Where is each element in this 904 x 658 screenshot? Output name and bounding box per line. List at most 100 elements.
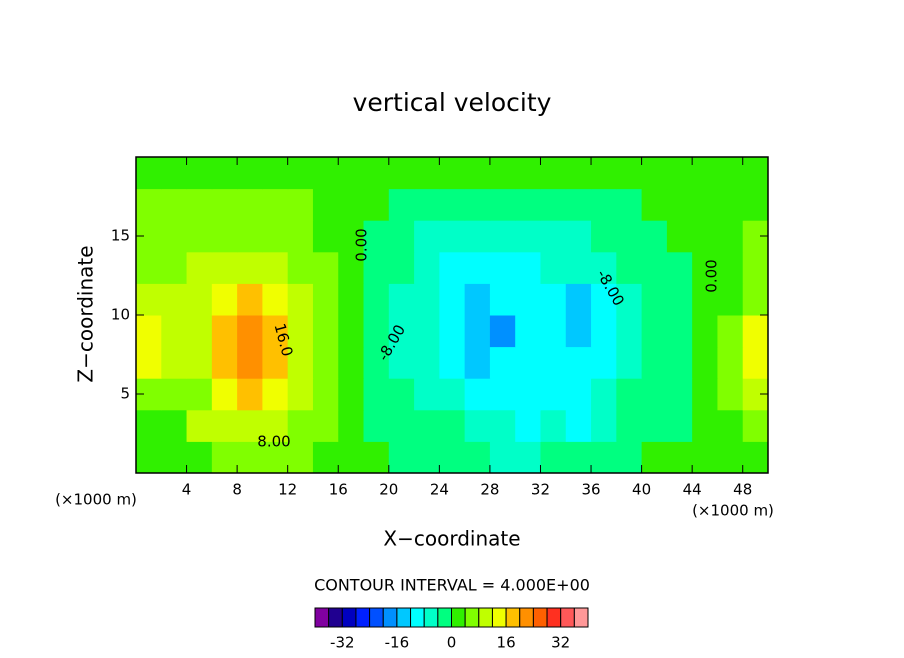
contour-cell bbox=[591, 441, 617, 474]
contour-cell bbox=[591, 346, 617, 379]
contour-cell bbox=[742, 283, 769, 316]
colorbar-box bbox=[314, 607, 330, 628]
contour-cell bbox=[591, 157, 617, 190]
contour-cell bbox=[287, 378, 314, 411]
contour-cell bbox=[717, 188, 744, 221]
contour-cell bbox=[388, 315, 415, 348]
contour-cell bbox=[439, 315, 466, 348]
contour-cell bbox=[262, 220, 289, 253]
colorbar-box bbox=[505, 607, 521, 628]
contour-cell bbox=[287, 346, 314, 379]
contour-cell bbox=[540, 188, 567, 221]
contour-cell bbox=[591, 283, 617, 316]
contour-cell bbox=[515, 315, 541, 348]
contour-cell bbox=[591, 251, 617, 284]
contour-cell bbox=[489, 188, 516, 221]
x-tick-label: 16 bbox=[329, 481, 348, 499]
contour-cell bbox=[565, 441, 592, 474]
contour-cell bbox=[211, 315, 238, 348]
contour-cell bbox=[439, 346, 466, 379]
x-unit-label: (×1000 m) bbox=[692, 502, 774, 520]
contour-cell bbox=[616, 315, 643, 348]
contour-cell bbox=[237, 409, 263, 442]
contour-cell bbox=[742, 188, 769, 221]
contour-cell bbox=[312, 220, 339, 253]
contour-cell bbox=[616, 441, 643, 474]
contour-cell bbox=[692, 378, 718, 411]
contour-cell bbox=[717, 157, 744, 190]
contour-cell bbox=[515, 346, 541, 379]
x-tick-label: 8 bbox=[232, 481, 242, 499]
contour-cell bbox=[540, 283, 567, 316]
contour-cell bbox=[186, 283, 213, 316]
contour-cell bbox=[262, 283, 289, 316]
contour-cell bbox=[464, 251, 491, 284]
contour-cell bbox=[262, 188, 289, 221]
contour-cell bbox=[211, 378, 238, 411]
contour-cell bbox=[666, 251, 693, 284]
contour-cell bbox=[565, 157, 592, 190]
colorbar-box bbox=[396, 607, 412, 628]
contour-cell bbox=[237, 315, 263, 348]
contour-cell bbox=[262, 441, 289, 474]
colorbar-label: 32 bbox=[551, 634, 570, 652]
contour-label: 0.00 bbox=[703, 259, 721, 292]
contour-cell bbox=[666, 220, 693, 253]
y-tick-label: 15 bbox=[111, 227, 130, 245]
contour-cell bbox=[262, 315, 289, 348]
contour-cell bbox=[692, 283, 718, 316]
contour-cell bbox=[161, 441, 188, 474]
contour-cell bbox=[312, 251, 339, 284]
contour-cell bbox=[439, 283, 466, 316]
x-tick-label: 4 bbox=[182, 481, 192, 499]
contour-cell bbox=[186, 220, 213, 253]
colorbar-label: 16 bbox=[497, 634, 516, 652]
contour-cell bbox=[439, 251, 466, 284]
contour-cell bbox=[161, 283, 188, 316]
contour-cell bbox=[540, 409, 567, 442]
contour-cell bbox=[363, 157, 390, 190]
x-axis-label: X−coordinate bbox=[383, 527, 520, 551]
contour-cell bbox=[388, 441, 415, 474]
contour-cell bbox=[565, 220, 592, 253]
colorbar-box bbox=[410, 607, 425, 628]
contour-cell bbox=[312, 378, 339, 411]
contour-cell bbox=[237, 378, 263, 411]
contour-cell bbox=[136, 251, 162, 284]
contour-cell bbox=[388, 157, 415, 190]
contour-cell bbox=[641, 409, 668, 442]
contour-cell bbox=[565, 315, 592, 348]
contour-cell bbox=[717, 378, 744, 411]
contour-cell bbox=[161, 188, 188, 221]
contour-label: 8.00 bbox=[257, 433, 290, 451]
contour-cell bbox=[464, 220, 491, 253]
contour-cell bbox=[237, 251, 263, 284]
y-tick-label: 5 bbox=[120, 385, 130, 403]
contour-cell bbox=[591, 220, 617, 253]
contour-cell bbox=[338, 283, 365, 316]
contour-cell bbox=[692, 409, 718, 442]
contour-cell bbox=[338, 409, 365, 442]
contour-cell bbox=[591, 378, 617, 411]
contour-cell bbox=[540, 157, 567, 190]
contour-cell bbox=[136, 315, 162, 348]
contour-cell bbox=[666, 315, 693, 348]
contour-cell bbox=[262, 346, 289, 379]
colorbar-box bbox=[355, 607, 371, 628]
contour-cell bbox=[666, 378, 693, 411]
x-tick-label: 48 bbox=[733, 481, 752, 499]
contour-cell bbox=[237, 441, 263, 474]
contour-cell bbox=[565, 409, 592, 442]
colorbar-box bbox=[546, 607, 562, 628]
contour-cell bbox=[338, 251, 365, 284]
contour-cell bbox=[439, 220, 466, 253]
y-unit-label: (×1000 m) bbox=[55, 491, 137, 509]
colorbar-label: -16 bbox=[385, 634, 410, 652]
contour-cell bbox=[186, 378, 213, 411]
contour-cell bbox=[136, 283, 162, 316]
contour-cell bbox=[363, 441, 390, 474]
contour-cell bbox=[515, 188, 541, 221]
colorbar-box bbox=[478, 607, 493, 628]
contour-cell bbox=[161, 220, 188, 253]
contour-cell bbox=[338, 378, 365, 411]
